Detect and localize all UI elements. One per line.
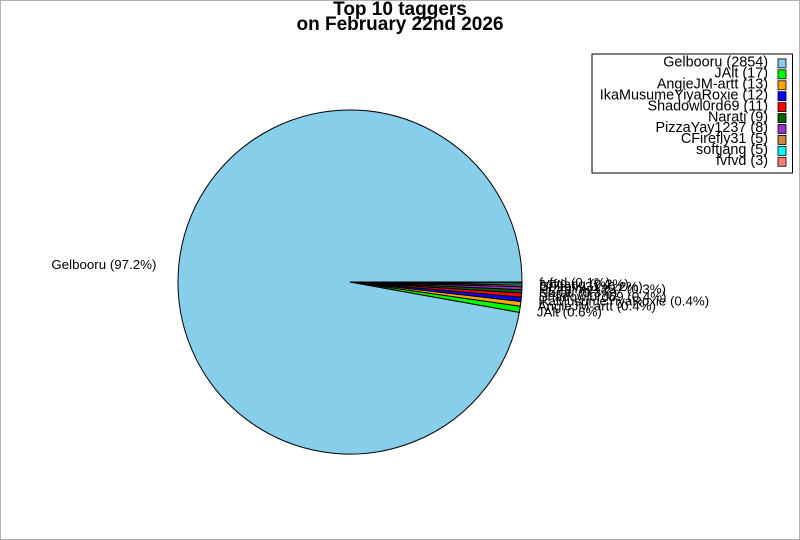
svg-text:Gelbooru (97.2%): Gelbooru (97.2%) (51, 257, 156, 272)
svg-text:fvfvd (0.1%): fvfvd (0.1%) (539, 275, 610, 290)
svg-text:fvfvd (3): fvfvd (3) (716, 153, 768, 169)
